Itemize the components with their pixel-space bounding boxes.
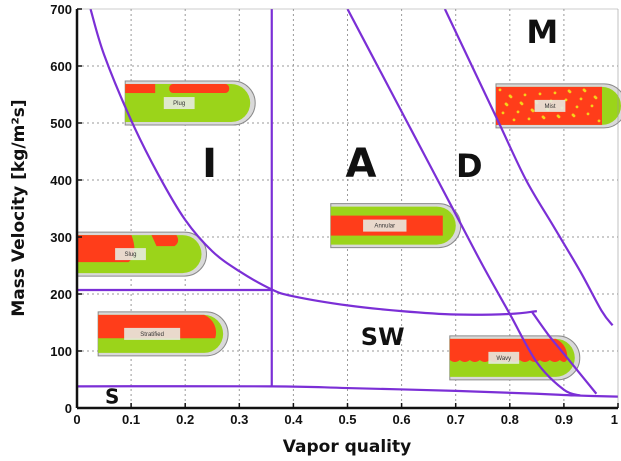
mist-droplet: [508, 94, 512, 98]
region-label: I: [202, 141, 217, 187]
flow-image: Stratified: [97, 311, 229, 357]
transition-curves: [77, 9, 618, 398]
flow-image: Slug: [76, 231, 208, 277]
image-label: Plug: [173, 101, 185, 107]
mist-droplet: [519, 101, 523, 105]
y-tick-label: 500: [50, 116, 72, 131]
x-tick-label: 0.8: [501, 412, 519, 427]
transition-curve: [443, 9, 614, 327]
mist-droplet: [597, 119, 601, 123]
mist-droplet: [582, 88, 586, 92]
transition-curve: [77, 385, 618, 398]
flow-image: Plug: [124, 80, 256, 126]
transition-curve: [530, 310, 598, 395]
image-label-bg: [488, 351, 520, 364]
x-tick-label: 0.4: [284, 412, 303, 427]
mist-droplet: [512, 118, 516, 122]
mist-droplet: [498, 88, 502, 92]
mist-droplet: [504, 102, 508, 106]
region-label: S: [105, 385, 119, 409]
x-tick-label: 0.7: [447, 412, 465, 427]
y-tick-label: 300: [50, 230, 72, 245]
y-tick-label: 0: [65, 401, 72, 416]
vapor-plug: [169, 84, 230, 94]
mist-droplet: [523, 93, 527, 97]
mist-droplet: [553, 91, 557, 95]
y-tick-label: 700: [50, 2, 72, 17]
image-label-bg: [163, 97, 195, 110]
mist-droplet: [527, 117, 531, 121]
mist-droplet: [590, 104, 594, 108]
y-tick-label: 100: [50, 344, 72, 359]
mist-droplet: [530, 108, 534, 112]
x-axis-title: Vapor quality: [283, 437, 411, 457]
axes: 0 0.1 0.2 0.3 0.4 0.5 0.6 0.7 0.8 0.9 1 0 100 200 300 4…: [50, 2, 619, 427]
x-tick-label: 0.5: [338, 412, 356, 427]
image-label: Wavy: [496, 356, 511, 362]
mist-droplet: [567, 89, 571, 93]
mist-droplet: [593, 95, 597, 99]
flow-image: Mist: [495, 83, 621, 129]
mist-droplet: [541, 115, 545, 119]
mist-droplet: [501, 111, 505, 115]
mist-droplet: [516, 110, 520, 114]
region-label: D: [456, 147, 483, 185]
mist-droplet: [579, 97, 583, 101]
x-tick-label: 0.3: [230, 412, 248, 427]
image-label: Slug: [125, 252, 137, 258]
image-label-bg: [115, 248, 146, 261]
image-label-bg: [534, 99, 566, 112]
mist-droplet: [586, 112, 590, 116]
vapor-plug: [125, 84, 156, 94]
y-tick-label: 200: [50, 287, 72, 302]
mist-droplet: [556, 114, 560, 118]
x-tick-label: 0.2: [176, 412, 194, 427]
flow-image: Annular: [330, 203, 462, 249]
image-label: Annular: [374, 224, 395, 230]
x-tick-label: 1: [611, 412, 618, 427]
image-label: Stratified: [140, 332, 164, 338]
transition-curve: [89, 9, 537, 316]
region-label: A: [346, 141, 377, 187]
region-labels: I A D M SW S: [105, 13, 558, 409]
image-label-bg: [124, 327, 181, 340]
flow-regime-images: Plug Slug Stratified Annular Wavy Mist: [76, 80, 621, 381]
x-tick-label: 0.6: [393, 412, 411, 427]
y-tick-label: 600: [50, 59, 72, 74]
transition-curve: [346, 9, 581, 397]
flow-image: Wavy: [449, 335, 581, 381]
region-label: M: [526, 13, 558, 51]
y-tick-label: 400: [50, 173, 72, 188]
mist-droplet: [538, 92, 542, 96]
mist-droplet: [575, 105, 579, 109]
mist-droplet: [571, 113, 575, 117]
y-axis-title: Mass Velocity [kg/m²s]: [9, 99, 29, 316]
x-tick-label: 0.1: [122, 412, 140, 427]
image-label-bg: [363, 219, 407, 232]
image-label: Mist: [545, 104, 556, 110]
region-label: SW: [361, 323, 405, 351]
x-tick-label: 0.9: [555, 412, 573, 427]
vapor-slug: [151, 235, 179, 247]
x-tick-label: 0: [73, 412, 80, 427]
vapor-wavy: [449, 338, 568, 363]
